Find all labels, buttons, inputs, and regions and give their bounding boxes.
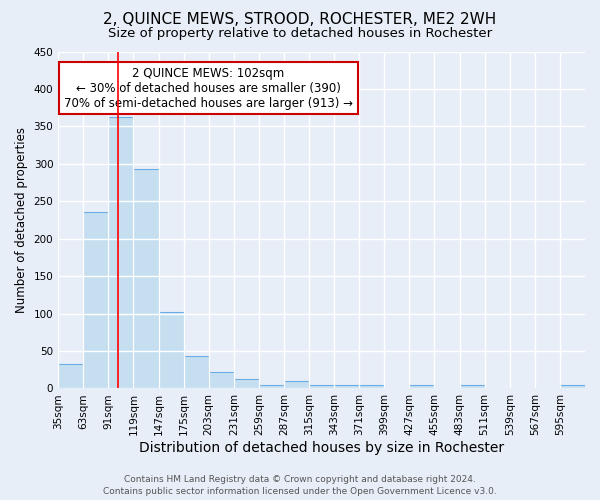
Bar: [184, 356, 209, 388]
Bar: [133, 169, 158, 388]
Bar: [284, 381, 309, 388]
Text: 2, QUINCE MEWS, STROOD, ROCHESTER, ME2 2WH: 2, QUINCE MEWS, STROOD, ROCHESTER, ME2 2…: [103, 12, 497, 28]
Bar: [209, 372, 234, 388]
Bar: [560, 386, 585, 388]
Text: 2 QUINCE MEWS: 102sqm
← 30% of detached houses are smaller (390)
70% of semi-det: 2 QUINCE MEWS: 102sqm ← 30% of detached …: [64, 66, 353, 110]
Y-axis label: Number of detached properties: Number of detached properties: [15, 127, 28, 313]
X-axis label: Distribution of detached houses by size in Rochester: Distribution of detached houses by size …: [139, 441, 504, 455]
Bar: [109, 118, 133, 388]
Bar: [409, 386, 434, 388]
Bar: [334, 384, 359, 388]
Bar: [309, 384, 334, 388]
Bar: [158, 312, 184, 388]
Bar: [359, 386, 385, 388]
Text: Contains HM Land Registry data © Crown copyright and database right 2024.
Contai: Contains HM Land Registry data © Crown c…: [103, 474, 497, 496]
Bar: [58, 364, 83, 388]
Text: Size of property relative to detached houses in Rochester: Size of property relative to detached ho…: [108, 28, 492, 40]
Bar: [460, 386, 485, 388]
Bar: [234, 378, 259, 388]
Bar: [259, 384, 284, 388]
Bar: [83, 212, 109, 388]
